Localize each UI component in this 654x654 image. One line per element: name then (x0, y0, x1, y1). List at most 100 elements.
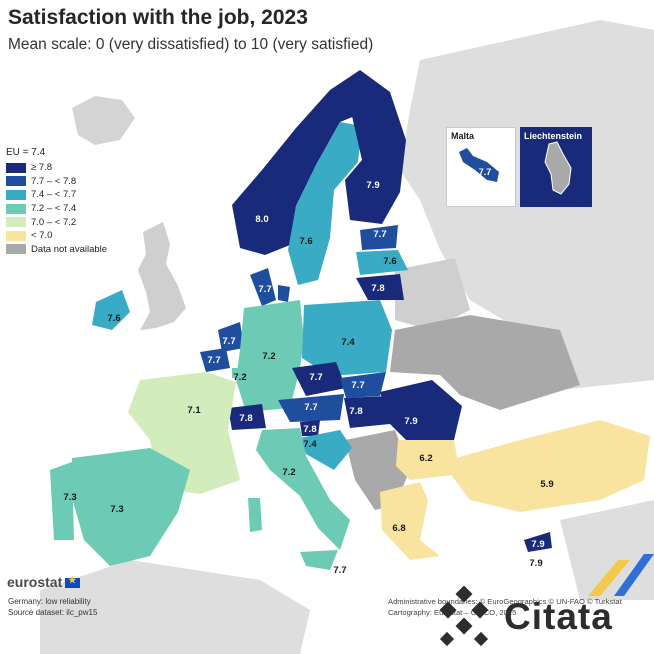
eurostat-logo: eurostat (7, 574, 81, 590)
legend-item: Data not available (6, 243, 107, 257)
legend-item: 7.7 – < 7.8 (6, 175, 107, 189)
inset-malta: Malta 7.7 (446, 127, 516, 207)
region-romania (380, 380, 462, 440)
value-label-france: 7.1 (187, 405, 201, 416)
legend-title: EU = 7.4 (6, 147, 46, 158)
malta-shape-icon: 7.7 (459, 148, 499, 182)
credits-boundaries: Administrative boundaries: © EuroGeograp… (388, 597, 622, 606)
region-poland (302, 300, 392, 376)
region-switzerland (228, 404, 266, 430)
region-netherlands (218, 322, 244, 352)
legend-swatch (6, 244, 26, 255)
citata-watermark: Citata (504, 596, 613, 637)
value-label-ireland: 7.6 (107, 313, 120, 324)
inset-malta-value: 7.7 (479, 167, 492, 177)
value-label-finland: 7.9 (366, 180, 379, 191)
value-label-luxembourg: 7.2 (233, 372, 246, 383)
map-subtitle: Mean scale: 0 (very dissatisfied) to 10 … (8, 36, 374, 53)
region-portugal (50, 462, 74, 540)
liechtenstein-shape-icon (544, 141, 572, 195)
land-belarus (395, 258, 470, 330)
inset-liechtenstein: Liechtenstein (520, 127, 592, 207)
region-belgium (200, 348, 230, 372)
land-iceland (72, 96, 135, 145)
legend-swatch (6, 217, 26, 228)
legend-swatch (6, 189, 26, 200)
value-label-romania: 7.9 (404, 416, 417, 427)
citata-logo-icon (439, 586, 489, 647)
region-estonia (360, 225, 398, 250)
land-ukraine (390, 315, 580, 410)
region-czechia (292, 362, 346, 396)
region-croatia (300, 430, 352, 470)
value-label-latvia: 7.6 (383, 256, 396, 267)
region-spain (72, 448, 190, 566)
value-label-spain: 7.3 (110, 504, 123, 515)
value-label-slovenia: 7.8 (303, 424, 316, 435)
legend-item: ≥ 7.8 (6, 161, 107, 175)
region-slovenia (300, 420, 320, 436)
value-label-poland: 7.4 (341, 337, 355, 348)
value-label-slovakia: 7.7 (351, 380, 364, 391)
value-label-malta-main: 7.7 (333, 565, 346, 576)
footnote-source: Source dataset: ilc_pw15 (8, 608, 98, 617)
legend-label: Data not available (31, 243, 108, 255)
value-label-italy: 7.2 (282, 467, 295, 478)
legend-item: < 7.0 (6, 229, 107, 243)
region-ireland (92, 290, 130, 330)
value-label-lithuania: 7.8 (371, 283, 384, 294)
region-finland (345, 70, 406, 224)
region-sardinia (248, 498, 262, 532)
legend-item: 7.2 – < 7.4 (6, 202, 107, 216)
value-label-cyprus-outside: 7.9 (529, 558, 542, 569)
value-label-austria: 7.7 (304, 402, 317, 413)
value-label-netherlands: 7.7 (222, 336, 235, 347)
legend-label: 7.4 – < 7.7 (31, 189, 77, 201)
eurostat-wordmark: eurostat (7, 574, 63, 590)
legend-item: 7.0 – < 7.2 (6, 215, 107, 229)
value-label-germany: 7.2 (262, 351, 275, 362)
region-sicily (300, 550, 338, 570)
region-cyprus (524, 532, 552, 552)
legend-label: < 7.0 (31, 230, 53, 242)
legend: EU = 7.4 ≥ 7.8 7.7 – < 7.8 7.4 – < 7.7 7… (6, 147, 107, 256)
region-latvia (356, 250, 408, 275)
value-label-estonia: 7.7 (373, 229, 386, 240)
value-label-greece: 6.8 (392, 523, 405, 534)
region-greece (380, 482, 440, 560)
region-slovakia (340, 372, 386, 398)
footnote-germany: Germany: low reliability (8, 597, 91, 606)
legend-swatch (6, 176, 26, 187)
region-turkiye (452, 420, 650, 512)
region-germany (236, 300, 304, 412)
legend-swatch (6, 230, 26, 241)
value-label-portugal: 7.3 (63, 492, 76, 503)
inset-malta-label: Malta (451, 131, 475, 141)
legend-label: 7.7 – < 7.8 (31, 175, 77, 187)
region-denmark (250, 268, 290, 306)
region-bulgaria (396, 440, 460, 480)
value-label-cyprus: 7.9 (531, 539, 544, 550)
legend-label: ≥ 7.8 (31, 162, 53, 174)
legend-swatch (6, 203, 26, 214)
map-title: Satisfaction with the job, 2023 (8, 6, 308, 29)
inset-liechtenstein-label: Liechtenstein (524, 131, 583, 141)
eu-flag-icon (65, 575, 81, 589)
region-austria (278, 394, 344, 422)
decorative-stripes-icon (588, 554, 654, 596)
region-norway (232, 70, 370, 255)
region-italy (256, 428, 350, 550)
legend-label: 7.0 – < 7.2 (31, 216, 77, 228)
value-label-hungary: 7.8 (349, 406, 362, 417)
value-label-belgium: 7.7 (207, 355, 220, 366)
region-lithuania (356, 274, 404, 300)
legend-swatch (6, 162, 26, 173)
land-uk (138, 222, 186, 330)
value-label-norway: 8.0 (255, 214, 268, 225)
value-label-sweden: 7.6 (299, 236, 312, 247)
value-label-bulgaria: 6.2 (419, 453, 432, 464)
region-hungary (344, 396, 390, 428)
legend-item: 7.4 – < 7.7 (6, 188, 107, 202)
value-label-croatia: 7.4 (303, 439, 317, 450)
